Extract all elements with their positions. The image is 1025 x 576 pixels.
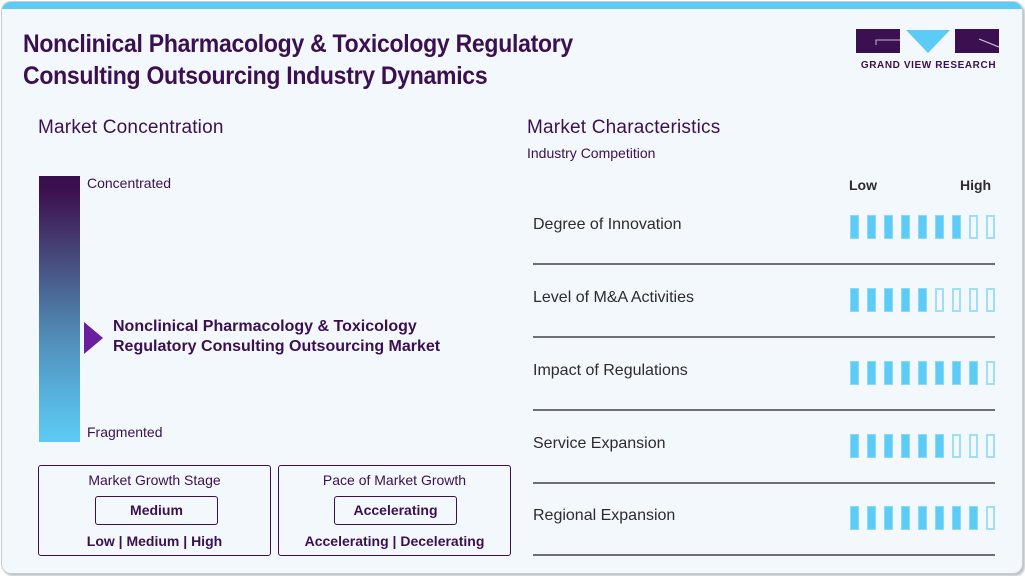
top-accent-stripe [2,2,1022,9]
rating-bar-empty [952,288,961,312]
characteristic-label: Impact of Regulations [533,362,688,379]
row-separator [533,482,995,484]
growth-pace-options: Accelerating | Decelerating [304,533,485,549]
rating-bar-filled [850,215,859,239]
rating-bar-filled [850,506,859,530]
rating-bar-filled [935,361,944,385]
growth-stage-title: Market Growth Stage [88,472,221,488]
rating-bar-filled [867,215,876,239]
rating-bar-filled [901,215,910,239]
rating-bar-filled [884,434,893,458]
rating-bar-filled [952,506,961,530]
pace-of-market-growth-box: Pace of Market Growth Accelerating Accel… [278,465,511,556]
rating-bar-empty [969,434,978,458]
rating-bar-filled [935,506,944,530]
gvr-logo-icon [856,29,1000,53]
rating-bar-filled [901,434,910,458]
market-growth-stage-box: Market Growth Stage Medium Low | Medium … [38,465,271,556]
characteristic-label: Service Expansion [533,435,666,452]
characteristic-label: Degree of Innovation [533,216,682,233]
rating-bar-empty [986,288,995,312]
page-title-line-2: Consulting Outsourcing Industry Dynamics [23,62,488,90]
rating-bars [850,288,1003,312]
characteristic-row: Regional Expansion [533,481,995,556]
logo-text: GRAND VIEW RESEARCH [860,60,997,71]
rating-bar-filled [850,434,859,458]
concentration-gradient-bar [39,176,80,442]
growth-stage-options: Low | Medium | High [86,533,223,549]
rating-bar-filled [901,361,910,385]
rating-bar-filled [867,506,876,530]
rating-bar-empty [952,434,961,458]
rating-bar-filled [918,288,927,312]
rating-bar-filled [952,361,961,385]
rating-bar-filled [867,288,876,312]
rating-bars [850,215,1003,239]
rating-bar-filled [918,361,927,385]
rating-bar-filled [884,506,893,530]
rating-bar-filled [850,361,859,385]
rating-bar-empty [935,288,944,312]
market-name-label: Nonclinical Pharmacology & Toxicology Re… [113,317,440,357]
rating-bar-filled [918,215,927,239]
rating-bar-filled [969,506,978,530]
fragmented-label: Fragmented [87,424,163,440]
rating-bar-empty [986,434,995,458]
rating-bar-filled [901,506,910,530]
market-concentration-title: Market Concentration [38,117,224,138]
row-separator [533,554,995,556]
market-position-pointer-icon [84,322,103,354]
scale-low-label: Low [849,177,877,193]
industry-competition-subtitle: Industry Competition [527,145,656,161]
rating-bar-filled [918,506,927,530]
characteristic-label: Regional Expansion [533,507,676,524]
rating-bar-filled [867,361,876,385]
rating-bars [850,434,1003,458]
rating-bar-filled [935,434,944,458]
rating-bar-filled [884,288,893,312]
rating-bar-filled [969,361,978,385]
row-separator [533,409,995,411]
grand-view-research-logo: GRAND VIEW RESEARCH [856,29,1001,74]
characteristic-row: Degree of Innovation [533,190,995,265]
market-name-line-1: Nonclinical Pharmacology & Toxicology [113,318,417,335]
growth-pace-title: Pace of Market Growth [322,472,467,488]
rating-bar-filled [952,215,961,239]
page-title-line-1: Nonclinical Pharmacology & Toxicology Re… [23,30,573,58]
rating-bar-filled [884,361,893,385]
rating-bar-filled [935,215,944,239]
market-characteristics-title: Market Characteristics [527,117,721,138]
rating-bars [850,506,1003,530]
rating-bar-empty [969,215,978,239]
page-title: Nonclinical Pharmacology & Toxicology Re… [23,28,573,92]
characteristic-row: Impact of Regulations [533,336,995,411]
characteristic-row: Service Expansion [533,409,995,484]
rating-bar-filled [918,434,927,458]
growth-pace-value: Accelerating [334,496,457,525]
characteristic-row: Level of M&A Activities [533,263,995,338]
characteristic-label: Level of M&A Activities [533,289,694,306]
rating-bar-filled [884,215,893,239]
scale-high-label: High [960,177,992,193]
row-separator [533,263,995,265]
concentrated-label: Concentrated [87,175,172,191]
rating-bar-empty [986,215,995,239]
rating-bar-empty [986,361,995,385]
rating-bar-empty [986,506,995,530]
growth-stage-value: Medium [95,496,218,525]
rating-bar-filled [850,288,859,312]
rating-bars [850,361,1003,385]
market-name-line-2: Regulatory Consulting Outsourcing Market [113,338,441,355]
rating-bar-empty [969,288,978,312]
rating-bar-filled [867,434,876,458]
rating-bar-filled [901,288,910,312]
row-separator [533,336,995,338]
